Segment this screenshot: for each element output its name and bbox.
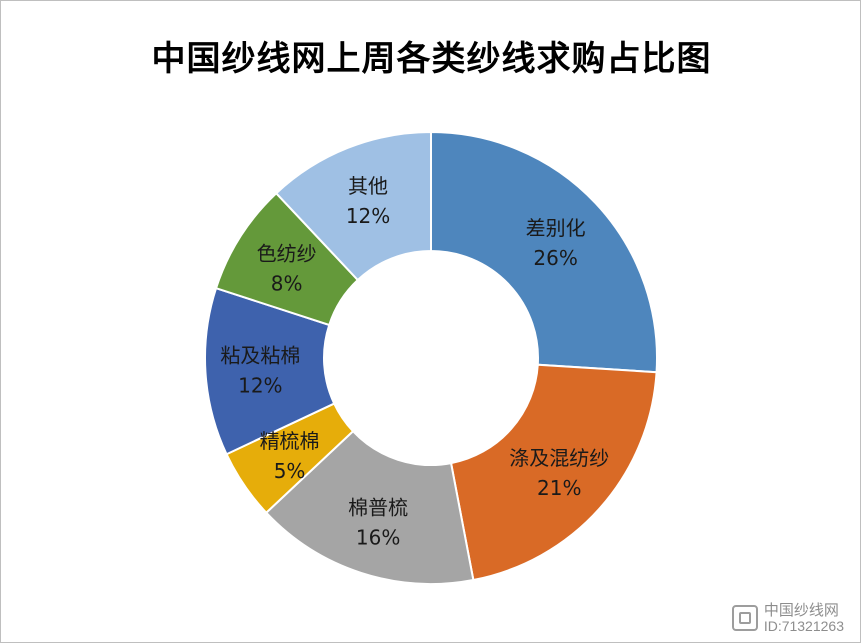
slice-value-4: 5%: [274, 459, 306, 483]
watermark-name: 中国纱线网: [763, 601, 839, 619]
slice-value-1: 26%: [533, 246, 577, 270]
slice-label-5: 粘及粘棉: [220, 344, 300, 368]
slice-label-7: 其他: [348, 174, 388, 198]
slice-value-5: 12%: [238, 374, 282, 398]
slice-label-4: 精梳棉: [260, 429, 320, 453]
slice-3: [264, 429, 475, 585]
slice-2: [449, 363, 658, 582]
chart-title: 中国纱线网上周各类纱线求购占比图: [151, 39, 712, 79]
watermark-id: ID:71321263: [763, 618, 844, 634]
slice-value-7: 12%: [346, 204, 390, 228]
slice-1: [430, 130, 658, 374]
slice-label-2: 涤及混纺纱: [509, 446, 609, 470]
slice-value-3: 16%: [356, 526, 400, 550]
slice-label-1: 差别化: [526, 216, 586, 240]
watermark-logo-icon: [731, 605, 758, 631]
slice-label-6: 色纺纱: [257, 241, 317, 265]
watermark-text: 中国纱线网 ID:71321263: [764, 602, 844, 634]
slice-value-6: 8%: [271, 271, 303, 295]
slice-label-3: 棉普梳: [348, 496, 408, 520]
watermark: 中国纱线网 ID:71321263: [731, 602, 844, 634]
slice-value-2: 21%: [537, 476, 581, 500]
slice-7: [274, 130, 432, 282]
